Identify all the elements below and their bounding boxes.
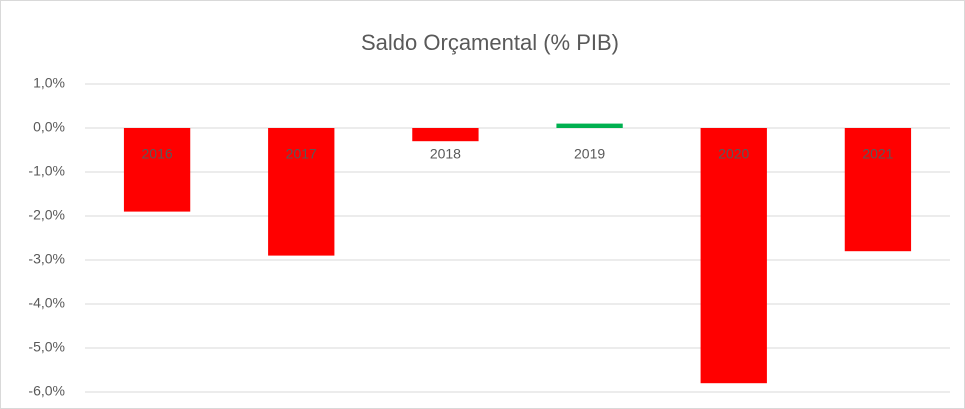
y-tick-label: -1,0% — [28, 163, 65, 179]
bar — [123, 128, 191, 212]
bar — [700, 128, 767, 384]
y-tick-label: 1,0% — [33, 75, 65, 91]
x-tick-label: 2020 — [718, 146, 749, 162]
x-tick-label: 2021 — [862, 146, 893, 162]
x-tick-label: 2017 — [286, 146, 317, 162]
x-tick-label: 2019 — [574, 146, 605, 162]
y-tick-label: -6,0% — [28, 383, 65, 399]
y-tick-label: -3,0% — [28, 251, 65, 267]
bar — [556, 123, 623, 128]
x-tick-label: 2018 — [430, 146, 461, 162]
chart-title: Saldo Orçamental (% PIB) — [361, 30, 619, 55]
bar — [268, 128, 335, 256]
x-tick-label: 2016 — [142, 146, 173, 162]
y-tick-label: -2,0% — [28, 207, 65, 223]
bar — [844, 128, 912, 252]
y-tick-label: -4,0% — [28, 295, 65, 311]
y-tick-label: 0,0% — [33, 119, 65, 135]
bar — [412, 128, 479, 142]
y-tick-label: -5,0% — [28, 339, 65, 355]
